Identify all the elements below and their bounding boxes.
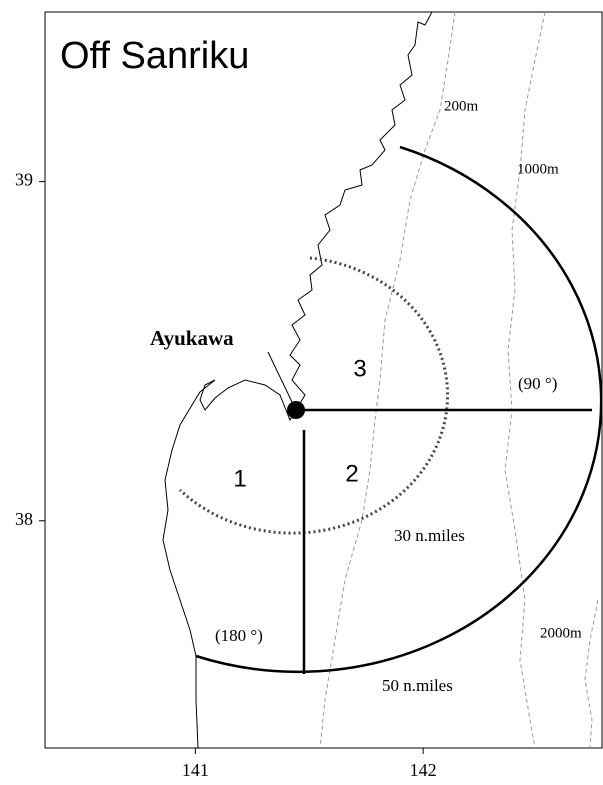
area-label: 2 [345,460,358,487]
area-label: 1 [233,465,246,492]
bearing-label: (90 °) [518,374,557,393]
bearing-label: (180 °) [215,626,263,645]
leader-line [267,351,293,403]
depth-label: 200m [444,98,479,114]
map-title: Off Sanriku [60,35,249,77]
range-50 [195,145,603,674]
depth-label: 2000m [540,625,582,641]
place-label: Ayukawa [150,326,234,350]
area-label: 3 [353,355,366,382]
depth-label: 1000m [517,161,559,177]
x-tick-label: 141 [182,760,209,780]
y-tick-label: 38 [15,509,33,529]
y-tick-label: 39 [15,170,33,190]
x-tick-label: 142 [410,760,437,780]
range-30 [178,256,450,535]
range-label: 30 n.miles [394,526,465,545]
ayukawa-dot [287,401,305,419]
range-label: 50 n.miles [382,676,453,695]
map-frame [44,11,603,749]
coastline [162,11,433,749]
depth-contours [319,11,599,749]
